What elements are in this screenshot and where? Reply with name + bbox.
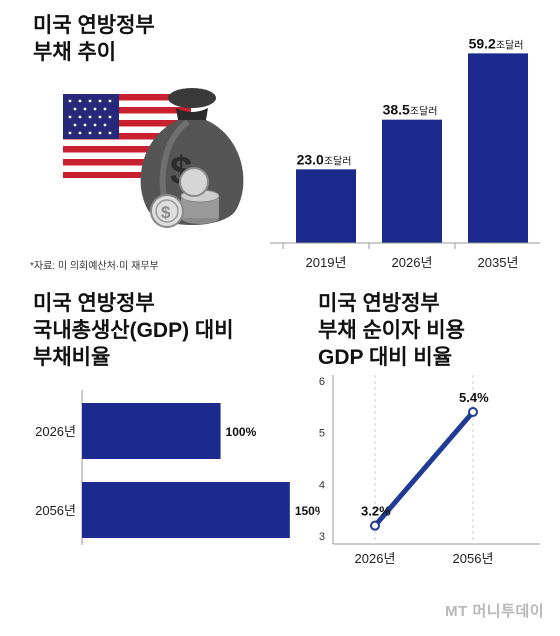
interest-cost-chart: 3 4 5 6 2026년 2056년 3.2% 5.4%	[319, 375, 540, 566]
x-tick-label-1: 2056년	[453, 551, 494, 566]
bar-value-label-1: 38.5조달러	[383, 102, 438, 118]
x-tick-label-0: 2026년	[355, 551, 396, 566]
series-line	[373, 410, 475, 528]
chart2-title: 미국 연방정부 국내총생산(GDP) 대비 부채비율	[33, 292, 234, 369]
point-label-1: 5.4%	[459, 390, 489, 405]
debt-to-gdp-chart: 2026년 100% 2056년 150%	[35, 390, 320, 545]
svg-text:$: $	[161, 203, 171, 222]
source-note: *자료: 미 의회예산처·미 재무부	[30, 261, 159, 272]
category-label-0: 2019년	[306, 255, 347, 270]
y-tick-label-1: 4	[319, 479, 325, 491]
point-label-0: 3.2%	[361, 504, 391, 519]
hbar-1	[82, 482, 290, 538]
y-tick-label-3: 6	[319, 376, 325, 388]
category-label-1: 2026년	[392, 255, 433, 270]
hbar-value-label-1: 150%	[295, 504, 320, 518]
y-tick-label-0: 3	[319, 531, 325, 543]
dollar-coins-icon: $	[150, 167, 220, 228]
point-0	[370, 520, 380, 531]
chart3-title: 미국 연방정부 부채 순이자 비용 GDP 대비 비율	[318, 292, 465, 369]
hbar-0	[82, 403, 221, 459]
category-label-2: 2035년	[478, 255, 519, 270]
debt-trend-chart: 23.0조달러 2019년 38.5조달러 2026년 59.2조달러 2035년	[270, 35, 540, 270]
watermark: MT 머니투데이	[445, 603, 544, 620]
point-1	[468, 407, 478, 417]
bar-value-label-2: 59.2조달러	[469, 35, 524, 51]
bar-2	[468, 53, 528, 243]
illustration: $ $	[63, 88, 244, 228]
bar-0	[296, 169, 356, 243]
bar-value-label-0: 23.0조달러	[297, 151, 352, 167]
chart1-title: 미국 연방정부 부채 추이	[33, 14, 155, 64]
bar-1	[382, 119, 442, 243]
hbar-category-0: 2026년	[35, 424, 76, 439]
y-tick-label-2: 5	[319, 428, 325, 440]
hbar-category-1: 2056년	[35, 503, 76, 518]
hbar-value-label-0: 100%	[226, 425, 257, 439]
